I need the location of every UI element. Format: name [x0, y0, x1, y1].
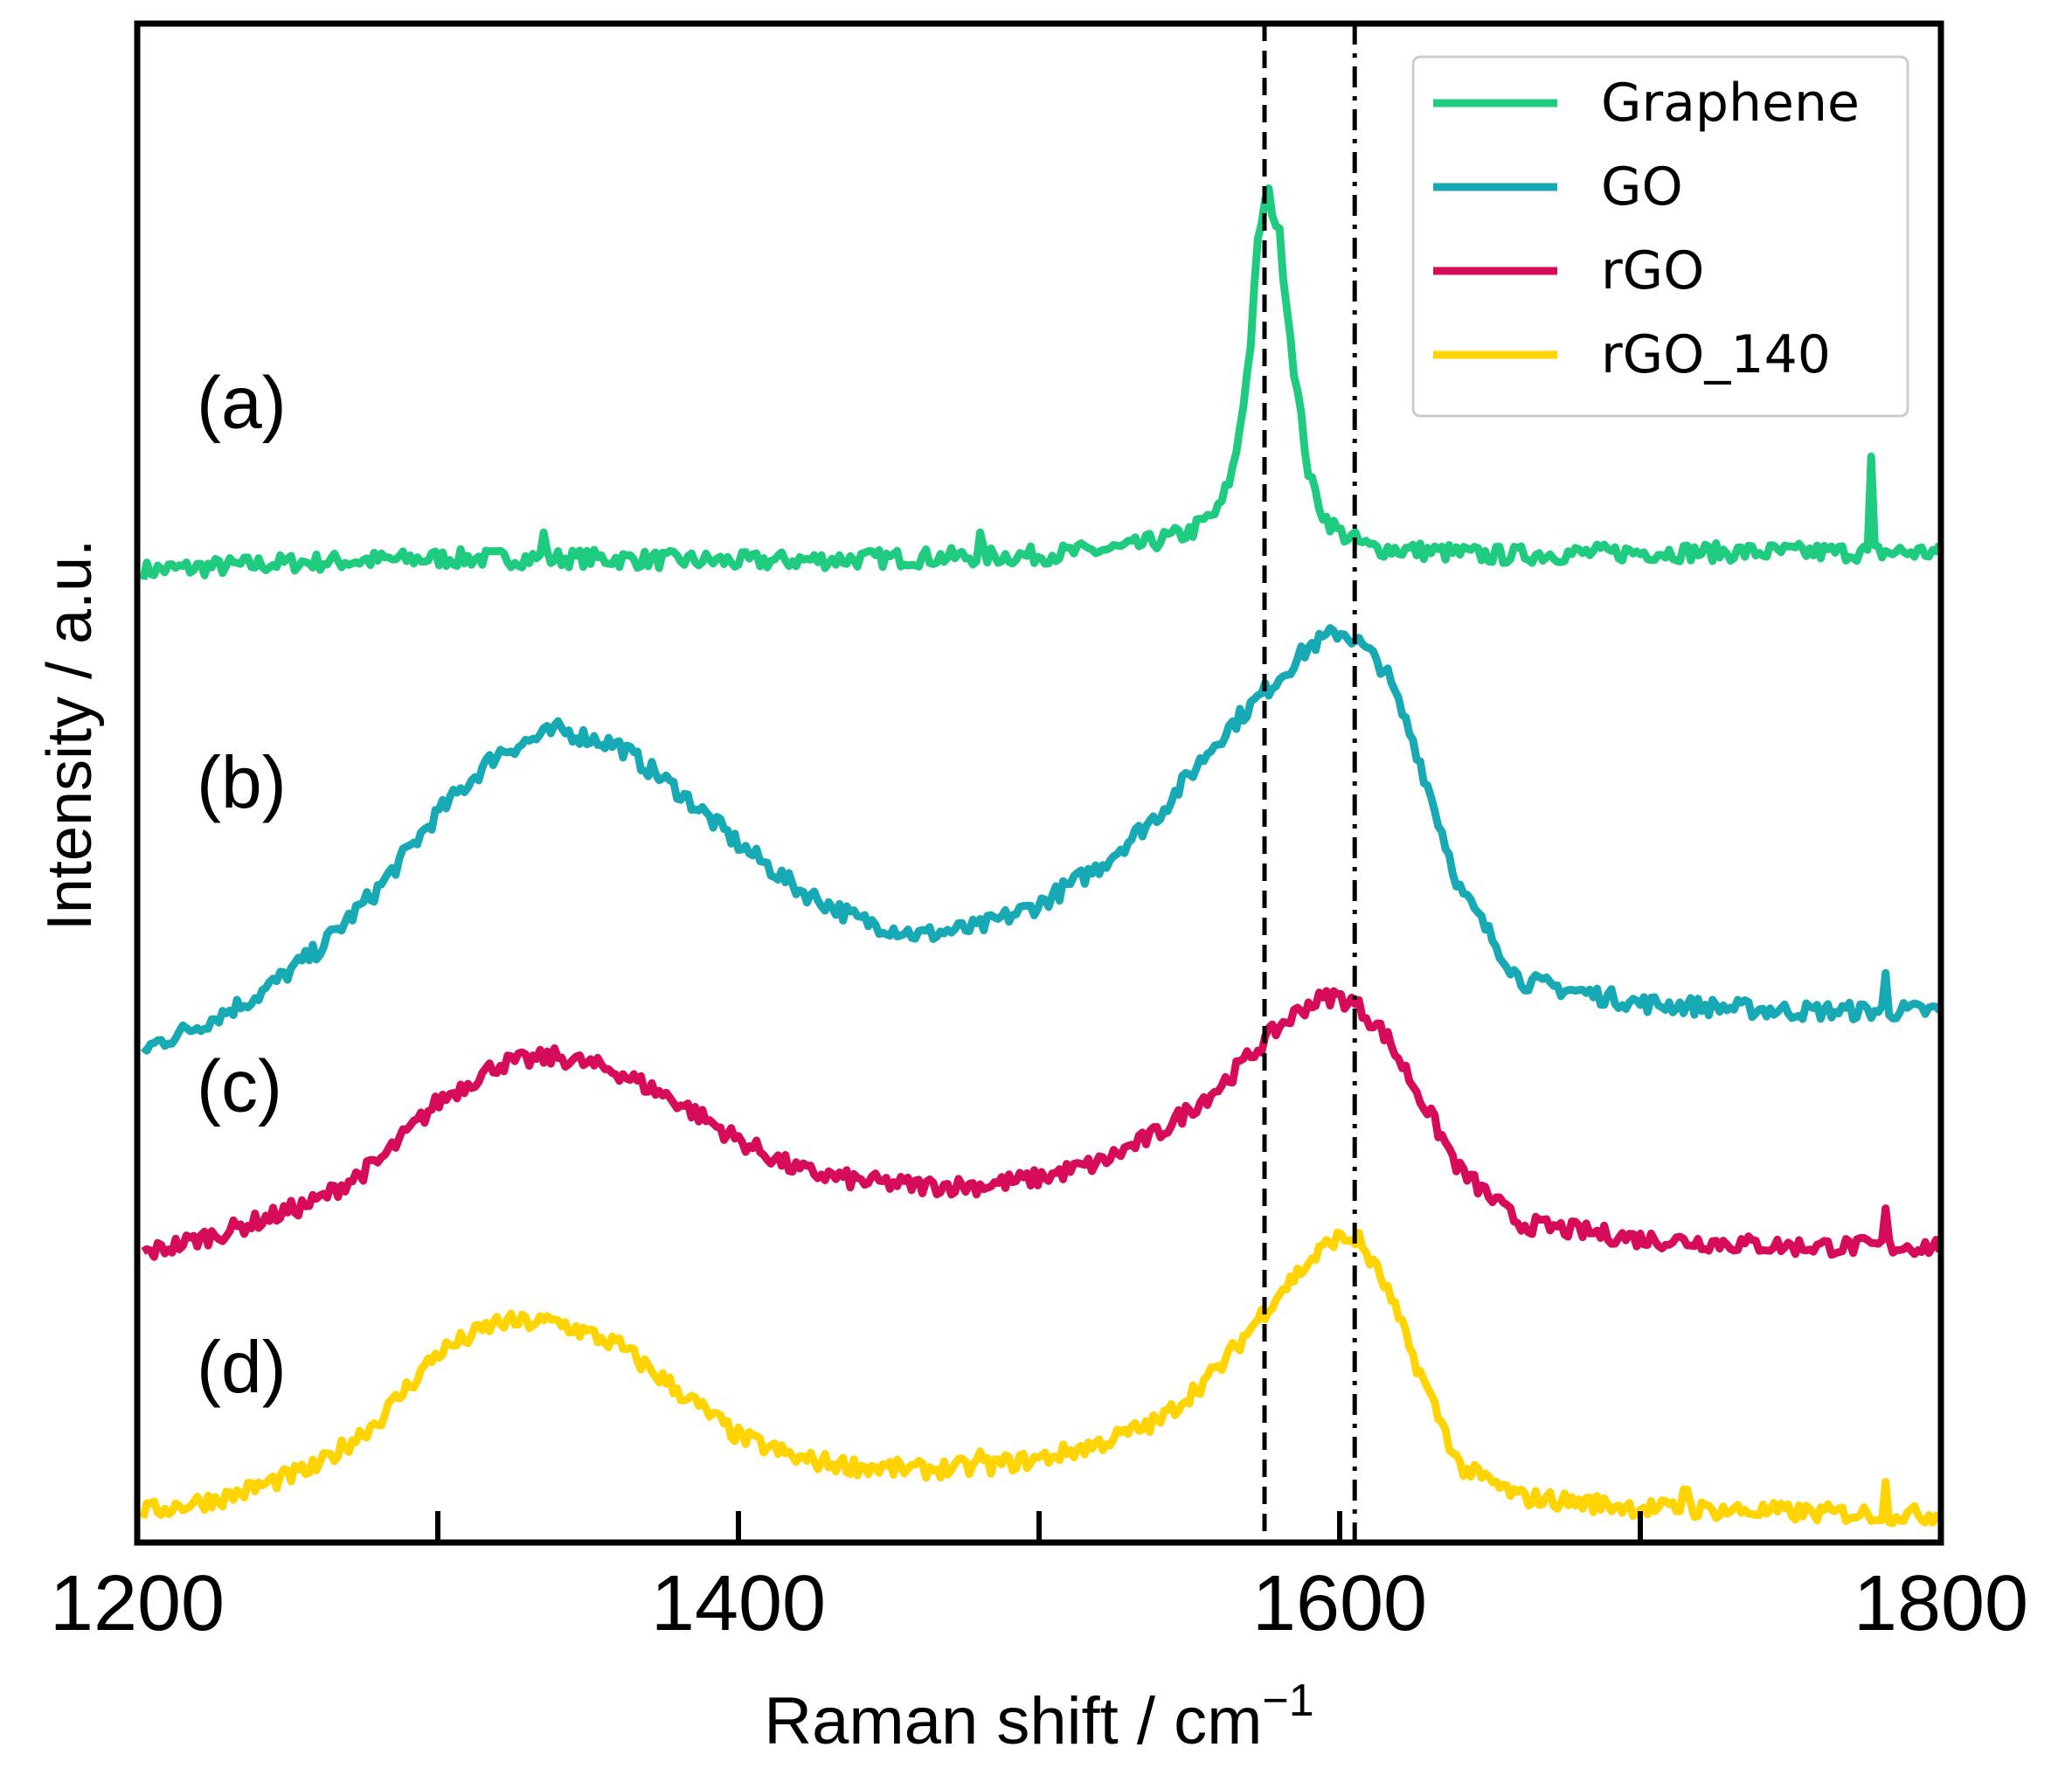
legend-label: rGO — [1601, 240, 1704, 302]
x-axis-label-superscript: −1 — [1262, 1675, 1313, 1726]
curve-annotations: (a) (b) (c) (d) — [197, 362, 287, 1409]
legend-entry: Graphene — [1433, 73, 1860, 134]
plot-lines — [139, 184, 1944, 1528]
legend-label: GO — [1601, 156, 1683, 218]
legend-entry: GO — [1433, 156, 1683, 218]
series-line — [140, 624, 1943, 1055]
legend-box — [1411, 55, 1909, 418]
x-tick-labels: 1200 1400 1600 1800 — [50, 1560, 2028, 1647]
plot-frame — [134, 20, 1944, 1546]
series-rgo-140 — [139, 1228, 1944, 1528]
legend: Graphene GO rGO rGO_140 — [1411, 55, 1909, 418]
x-ticks — [135, 1511, 1944, 1543]
series-rgo — [141, 987, 1944, 1261]
annotation-label: (c) — [197, 1045, 282, 1127]
series-go — [140, 624, 1943, 1055]
legend-label: rGO_140 — [1601, 324, 1831, 385]
legend-label: Graphene — [1601, 73, 1860, 134]
reference-lines — [1262, 24, 1357, 1543]
series-graphene — [139, 184, 1944, 581]
x-axis-label: Raman shift / cm−1 — [764, 1675, 1313, 1758]
legend-entry: rGO_140 — [1433, 324, 1831, 385]
x-tick-label: 1400 — [651, 1560, 826, 1647]
annotation-label: (a) — [197, 362, 287, 444]
series-line — [141, 987, 1944, 1261]
annotation-label: (b) — [197, 741, 287, 823]
x-tick-label: 1800 — [1854, 1560, 2028, 1647]
x-tick-label: 1600 — [1252, 1560, 1427, 1647]
legend-entry: rGO — [1433, 240, 1704, 302]
annotation-label: (d) — [197, 1326, 287, 1408]
y-axis-label: Intensity / a.u. — [35, 539, 105, 931]
series-line — [139, 1228, 1944, 1528]
series-line — [139, 184, 1944, 581]
x-tick-label: 1200 — [50, 1560, 225, 1647]
x-axis-label-text: Raman shift / cm — [764, 1684, 1262, 1758]
